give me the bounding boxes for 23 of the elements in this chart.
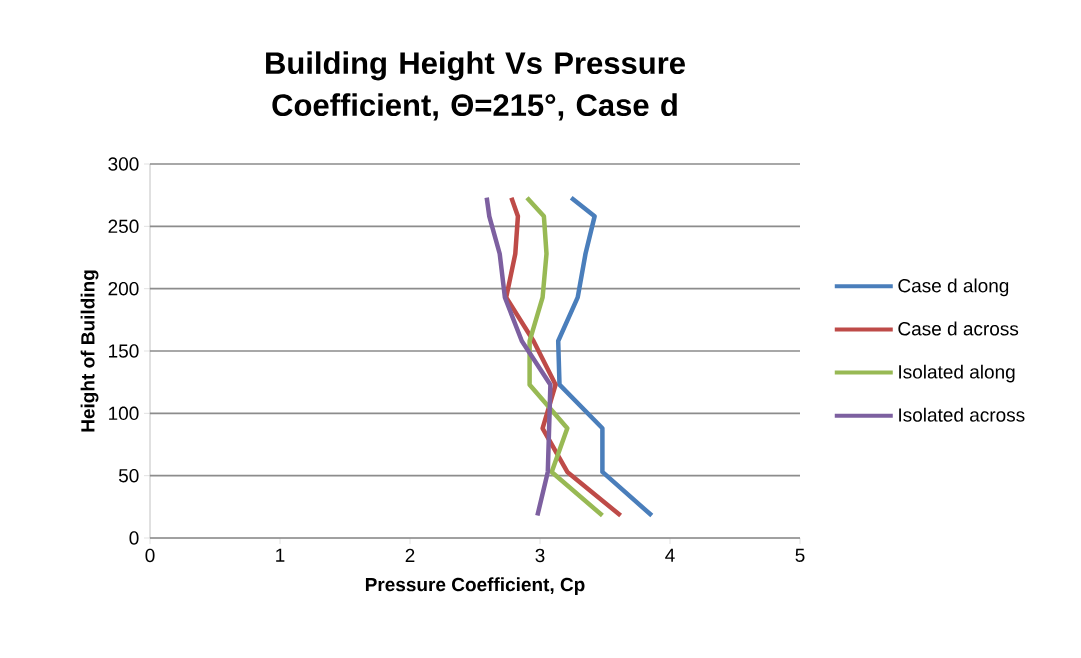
legend-label: Isolated along bbox=[899, 364, 1015, 383]
y-tick-label: 300 bbox=[108, 157, 139, 171]
x-tick-label: 0 bbox=[145, 548, 155, 563]
x-tick-label: 5 bbox=[795, 548, 805, 562]
y-tick-label: 100 bbox=[109, 406, 139, 421]
y-tick-label: 0 bbox=[129, 531, 139, 545]
legend-label: Case d along bbox=[898, 278, 1009, 297]
x-tick-label: 3 bbox=[535, 548, 545, 563]
legend-label: Case d across bbox=[898, 321, 1019, 336]
y-tick-label: 250 bbox=[108, 219, 139, 234]
chart-title: Building Height Vs Pressure Coefficient, Θ=215°, Case d bbox=[266, 51, 685, 121]
y-axis-title: Height of Building bbox=[80, 270, 99, 432]
x-tick-label: 4 bbox=[665, 548, 675, 562]
line-series bbox=[484, 195, 553, 518]
y-tick-label: 50 bbox=[118, 468, 139, 483]
y-tick-label: 150 bbox=[109, 344, 139, 358]
legend-label: Isolated across bbox=[899, 407, 1025, 422]
x-tick-label: 1 bbox=[276, 548, 285, 562]
y-tick-label: 200 bbox=[108, 281, 139, 296]
x-axis-title: Pressure Coefficient, Cp bbox=[365, 577, 585, 596]
line-series bbox=[524, 195, 605, 518]
line-series bbox=[555, 195, 655, 518]
x-tick-label: 2 bbox=[405, 548, 415, 562]
